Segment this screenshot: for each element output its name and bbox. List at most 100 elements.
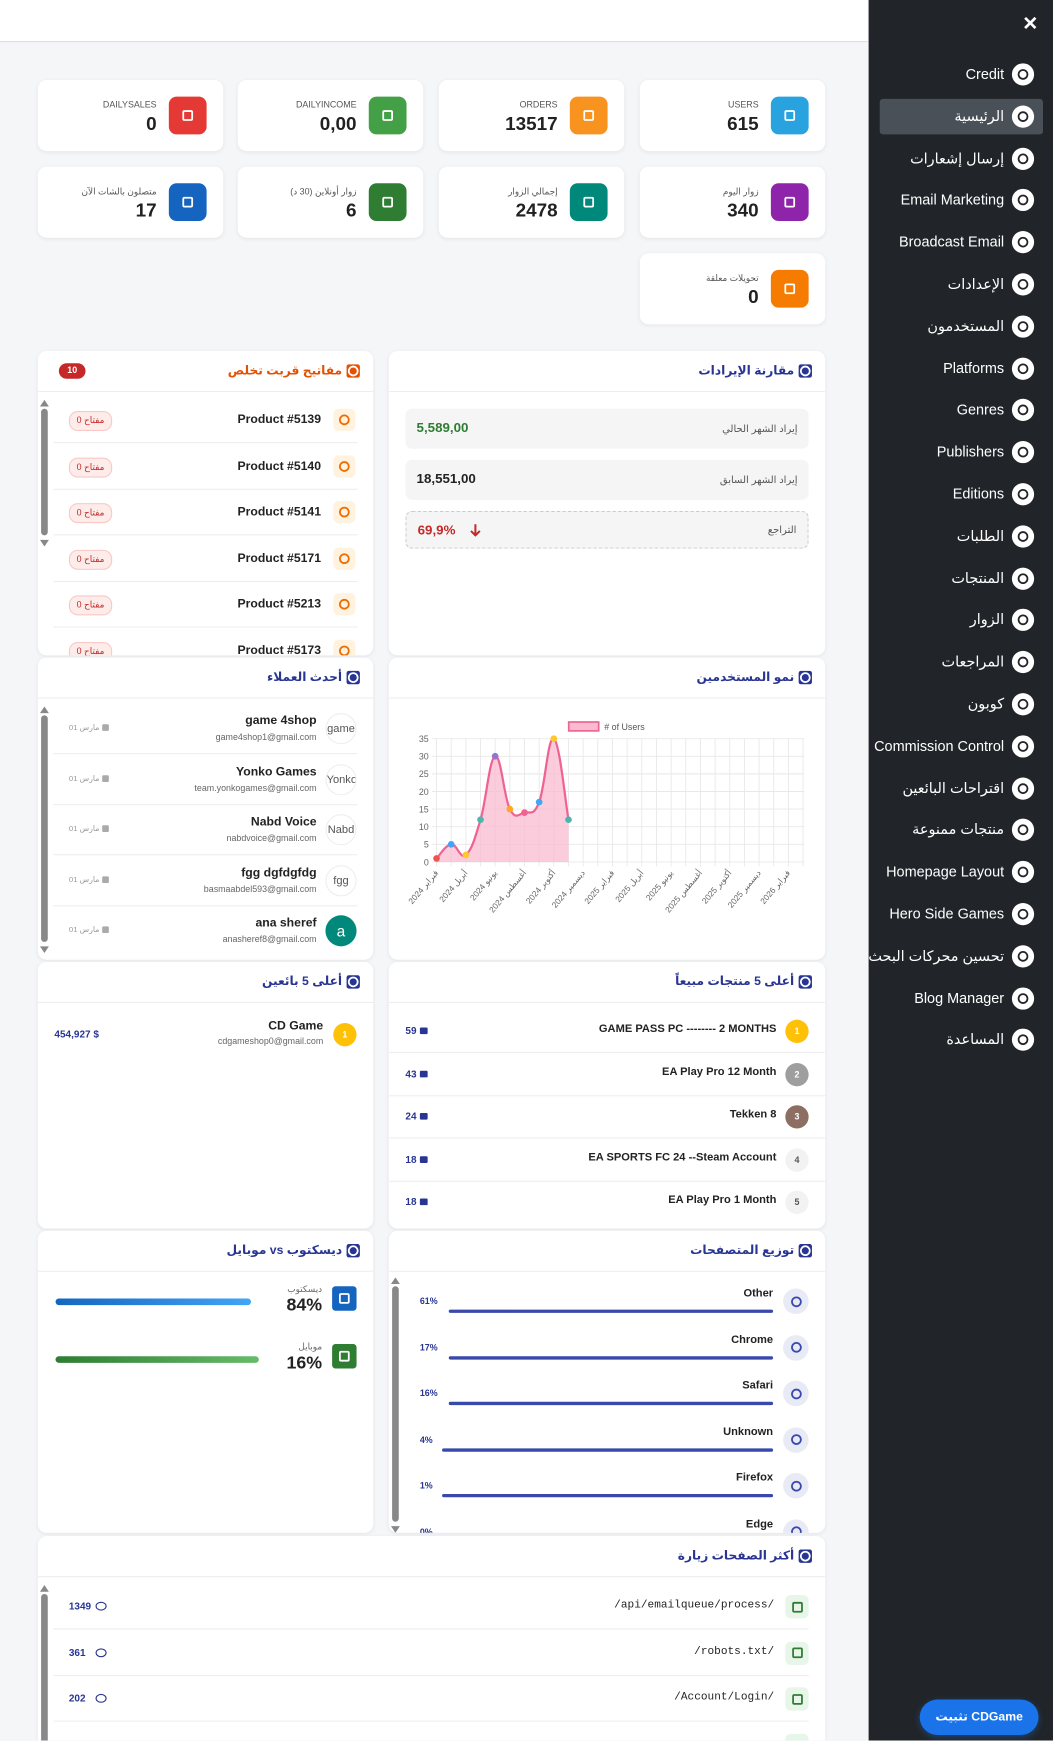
glyph: [339, 1293, 350, 1304]
glyph: [799, 672, 811, 683]
nav-item[interactable]: Credit: [965, 65, 1005, 83]
nav-item[interactable]: منتجات ممنوعة: [912, 821, 1005, 838]
bag-icon: [419, 1027, 428, 1035]
nav-item[interactable]: Editions: [952, 485, 1005, 503]
device-label: ديسكتوب: [287, 1284, 323, 1295]
point: [506, 805, 514, 813]
row-divider: [53, 626, 358, 628]
icon: [1011, 63, 1035, 86]
glyph: [339, 598, 350, 610]
avatar: fgg: [325, 865, 357, 897]
panel-divider: [388, 1001, 826, 1004]
icon-glyph: [790, 1526, 802, 1533]
nav-item[interactable]: المنتجات: [951, 569, 1005, 587]
icon-glyph: [790, 1388, 802, 1399]
nav-item[interactable]: Hero Side Games: [889, 905, 1005, 922]
scroll-thumb: [392, 1286, 399, 1522]
product-name: Product #5213: [237, 597, 322, 611]
calendar-icon: [102, 724, 109, 731]
nav-item[interactable]: الإعدادات: [947, 275, 1005, 293]
eye-icon: [95, 1647, 107, 1657]
stat-label: متصلون بالشات الآن: [81, 186, 157, 197]
nav-item[interactable]: كوبون: [967, 695, 1005, 712]
stat-value: 6: [346, 199, 357, 222]
nav-item[interactable]: إرسال إشعارات: [910, 149, 1005, 167]
nav-item[interactable]: Blog Manager: [914, 989, 1005, 1006]
glyph: [784, 283, 796, 295]
glyph: [347, 976, 359, 988]
point: [462, 851, 470, 859]
device-bar: [55, 1298, 252, 1306]
seller-email: cdgameshop0@gmail.com: [217, 1036, 324, 1047]
page-path: /robots.txt/: [694, 1645, 775, 1658]
revenue-row: إيراد الشهر الحالي 5,589,00: [405, 408, 809, 449]
x-tick-label: فبراير 2025: [582, 868, 616, 906]
icon: [333, 593, 356, 616]
row-divider: [388, 1094, 826, 1096]
icon-glyph: [790, 1434, 802, 1445]
glyph: [1017, 1034, 1029, 1046]
icon-glyph: [1017, 195, 1029, 206]
icon: [1011, 903, 1035, 926]
glyph: [1017, 195, 1029, 206]
y-tick-label: 30: [419, 752, 429, 762]
icon-glyph: [182, 110, 194, 121]
customer-name: Yonko Games: [235, 764, 317, 779]
scroll-down: [39, 539, 49, 547]
revenue-row: إيراد الشهر السابق 18,551,00: [405, 459, 809, 500]
install-button[interactable]: تثبيت CDGame: [919, 1699, 1039, 1736]
stat-value: 0: [748, 286, 759, 308]
icon: [785, 1641, 809, 1665]
icon: [332, 1286, 357, 1311]
customer-email: anasheref8@gmail.com: [222, 934, 317, 945]
icon-glyph: [1017, 656, 1029, 668]
icon: [783, 1518, 809, 1533]
close-button[interactable]: ×: [1023, 8, 1038, 37]
glyph: [1017, 530, 1029, 542]
stat-label: ORDERS: [519, 99, 558, 110]
icon-glyph: [1017, 153, 1029, 164]
nav-item[interactable]: Email Marketing: [900, 191, 1005, 209]
nav-item[interactable]: اقتراحات البائعين: [902, 779, 1005, 796]
icon-glyph: [790, 1295, 802, 1307]
icon-glyph: [1017, 111, 1029, 122]
nav-item[interactable]: Homepage Layout: [886, 863, 1005, 880]
stat-value: 17: [135, 199, 157, 222]
glyph: [1017, 111, 1029, 122]
nav-item[interactable]: الرئيسية: [954, 107, 1005, 125]
stat-card: DAILYINCOME 0,00: [237, 79, 424, 152]
icon: [333, 639, 356, 656]
icon: [1011, 777, 1035, 800]
icon-glyph: [583, 110, 595, 121]
nav-item[interactable]: الطلبات: [956, 527, 1005, 545]
revenue-label: إيراد الشهر السابق: [719, 474, 798, 486]
stock-pill: 0 مفتاح: [68, 503, 113, 524]
nav-item[interactable]: تحسين محركات البحث: [868, 947, 1005, 964]
icon: [346, 1244, 360, 1258]
icon-glyph: [347, 1245, 359, 1257]
calendar-icon: [102, 825, 109, 833]
icon-glyph: [790, 1480, 802, 1491]
stock-pill: 0 مفتاح: [68, 457, 113, 478]
nav-item[interactable]: Platforms: [943, 359, 1005, 377]
glyph: [339, 1350, 350, 1362]
nav-item[interactable]: المراجعات: [941, 653, 1005, 670]
nav-item[interactable]: المساعدة: [946, 1031, 1005, 1048]
glyph: [799, 365, 811, 377]
y-tick-label: 5: [424, 840, 429, 850]
icon: [770, 96, 809, 135]
icon-glyph: [1017, 698, 1029, 710]
nav-item[interactable]: Publishers: [936, 443, 1005, 461]
panel-title: أحدث العملاء: [266, 670, 343, 685]
icon: [1011, 1028, 1035, 1052]
browser-value: 16%: [419, 1388, 438, 1399]
nav-item[interactable]: المستخدمون: [927, 317, 1005, 335]
nav-item[interactable]: Broadcast Email: [898, 233, 1005, 251]
nav-item[interactable]: Genres: [956, 401, 1005, 419]
nav-item[interactable]: Commission Control: [874, 737, 1005, 754]
nav-item[interactable]: الزوار: [969, 611, 1005, 629]
panel-title: مفاتيح قربت تخلص: [227, 364, 343, 378]
icon-glyph: [1017, 446, 1029, 458]
icon: [346, 975, 360, 989]
